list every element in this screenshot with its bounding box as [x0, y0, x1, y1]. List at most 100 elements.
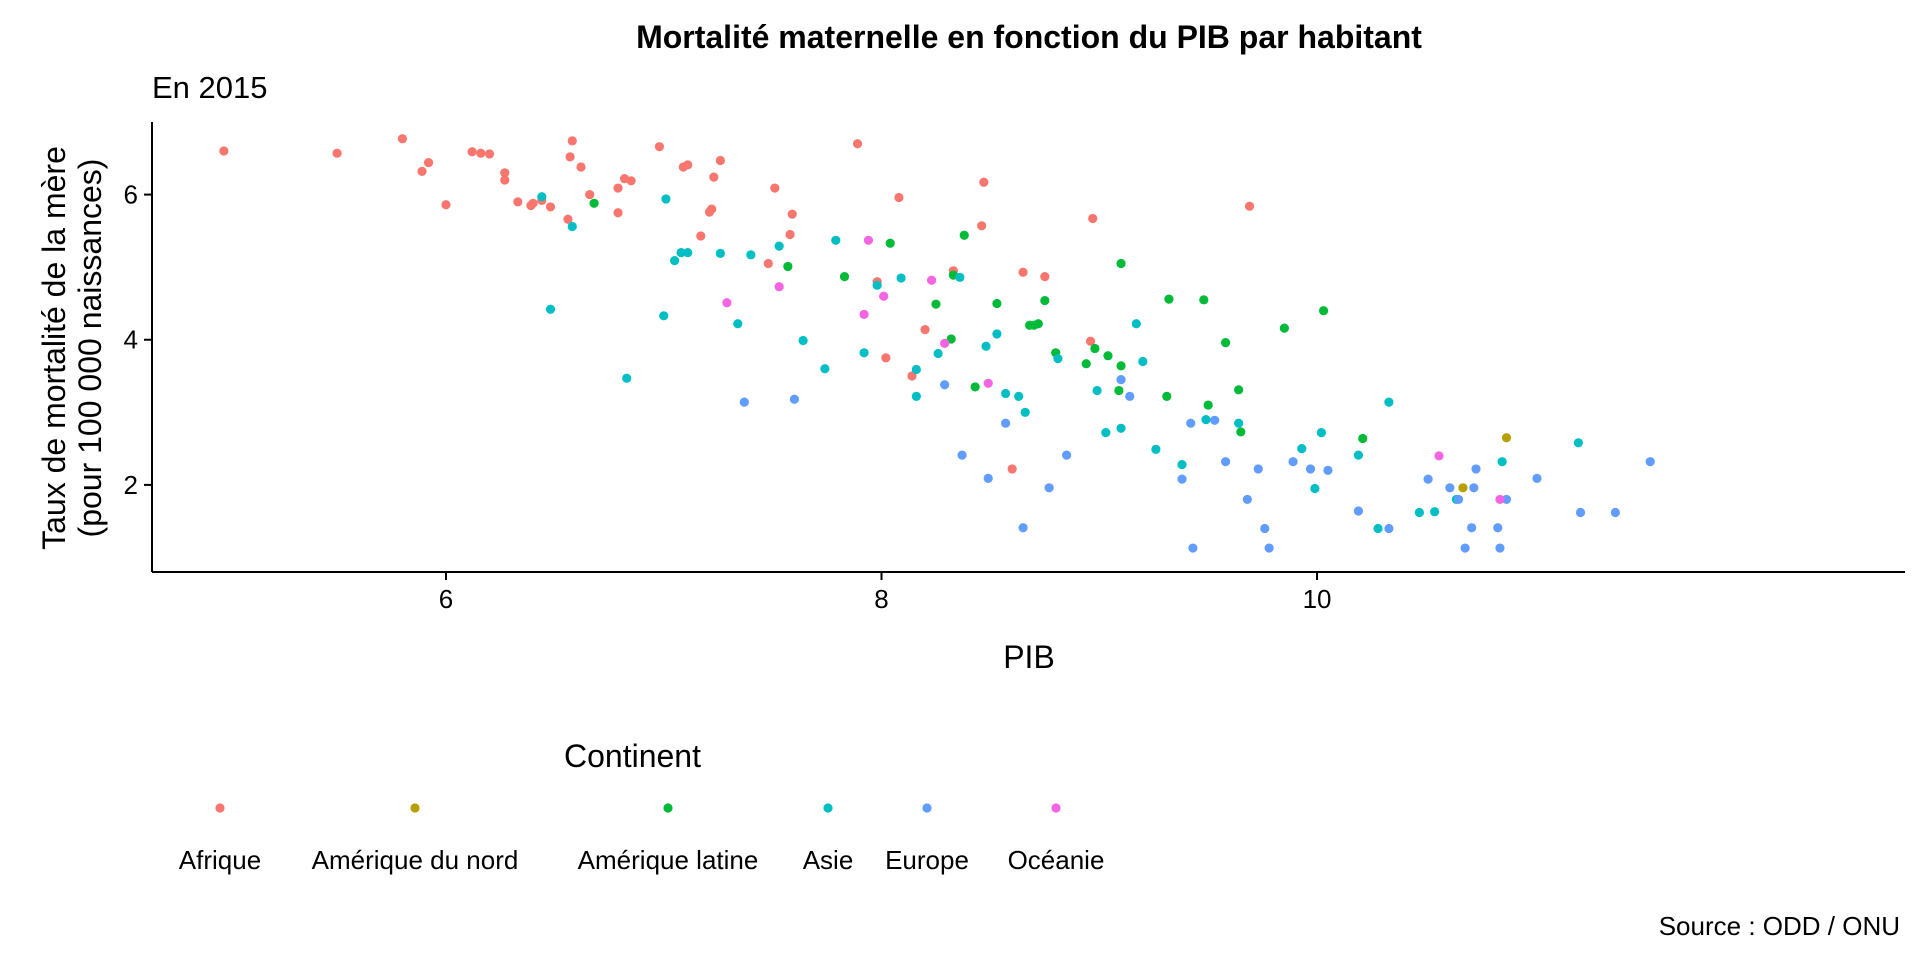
data-point — [1497, 457, 1507, 467]
data-point — [1353, 450, 1364, 460]
data-point — [1471, 464, 1481, 474]
data-point — [859, 348, 869, 358]
legend-key — [823, 803, 833, 813]
data-point — [1264, 543, 1274, 553]
data-point — [1236, 427, 1246, 437]
data-point — [789, 394, 800, 404]
data-point — [894, 192, 904, 203]
data-point — [622, 373, 632, 383]
data-point — [417, 166, 427, 176]
legend-item: Amérique latine — [578, 803, 758, 875]
data-point — [1353, 506, 1364, 516]
data-point — [1177, 474, 1187, 484]
data-point — [1085, 336, 1096, 346]
data-point — [774, 241, 784, 251]
data-point — [715, 248, 725, 258]
data-point — [683, 160, 693, 170]
data-point — [839, 271, 850, 282]
data-point — [659, 311, 669, 321]
data-point — [1088, 213, 1098, 224]
data-point — [1573, 438, 1583, 448]
data-point — [585, 189, 595, 200]
data-point — [863, 235, 874, 245]
data-point — [670, 256, 680, 266]
x-tick-label: 6 — [439, 584, 453, 614]
data-point — [589, 198, 599, 208]
data-point — [1131, 319, 1141, 329]
data-point — [1220, 457, 1231, 467]
data-point — [1001, 418, 1011, 428]
data-point — [1297, 444, 1307, 454]
data-point — [567, 221, 577, 232]
legend-label: Asie — [803, 845, 854, 875]
data-point — [1090, 343, 1100, 354]
series — [1458, 433, 1512, 493]
data-point — [1186, 418, 1196, 428]
data-point — [219, 146, 229, 156]
data-point — [1305, 464, 1316, 474]
series — [722, 235, 1505, 505]
data-point — [1501, 433, 1512, 443]
data-point — [852, 139, 863, 149]
data-point — [981, 341, 991, 351]
data-point — [397, 134, 408, 144]
data-point — [576, 162, 586, 172]
data-point — [1018, 267, 1028, 277]
data-point — [1116, 375, 1126, 385]
data-point — [977, 221, 987, 231]
data-point — [1234, 385, 1244, 395]
data-point — [1103, 351, 1113, 361]
data-point — [332, 148, 342, 158]
data-point — [940, 380, 950, 390]
data-point — [484, 149, 495, 159]
data-point — [1430, 507, 1440, 517]
data-point — [1081, 359, 1091, 369]
data-point — [613, 208, 623, 218]
data-point — [1164, 294, 1174, 304]
data-point — [1645, 457, 1655, 467]
data-point — [739, 397, 749, 407]
data-point — [1493, 523, 1503, 533]
legend-key — [215, 803, 225, 813]
data-point — [1253, 464, 1263, 474]
data-point — [1318, 306, 1329, 316]
data-point — [1053, 354, 1063, 364]
legend-item: Afrique — [179, 803, 261, 875]
legend-label: Europe — [885, 845, 969, 875]
legend-item: Europe — [885, 803, 969, 875]
data-point — [983, 378, 993, 388]
data-point — [1316, 428, 1326, 438]
data-point — [1040, 295, 1050, 306]
data-point — [1460, 543, 1470, 553]
data-point — [1384, 397, 1394, 407]
data-point — [970, 382, 980, 392]
data-point — [1501, 494, 1512, 505]
data-point — [1532, 473, 1542, 483]
data-point — [441, 200, 451, 210]
data-point — [1288, 457, 1298, 467]
series — [739, 375, 1655, 553]
data-point — [1162, 391, 1172, 401]
data-point — [1040, 271, 1050, 282]
legend-label: Amérique du nord — [312, 845, 519, 875]
data-point — [907, 371, 917, 381]
data-point — [1453, 494, 1464, 505]
y-axis-label-line-1: Taux de mortalité de la mère — [36, 146, 72, 550]
y-tick-label: 6 — [124, 180, 138, 210]
data-point — [707, 204, 717, 214]
data-point — [1201, 414, 1211, 425]
data-point — [1018, 523, 1028, 533]
data-point — [683, 248, 693, 258]
data-point — [1495, 494, 1505, 505]
data-point — [1260, 523, 1270, 534]
data-point — [911, 364, 921, 375]
data-point — [1445, 483, 1455, 493]
data-point — [1203, 400, 1213, 410]
data-point — [920, 324, 930, 335]
data-point — [476, 148, 486, 158]
data-point — [500, 168, 510, 178]
data-point — [926, 275, 937, 285]
data-point — [1373, 523, 1383, 534]
data-point — [1210, 415, 1220, 425]
